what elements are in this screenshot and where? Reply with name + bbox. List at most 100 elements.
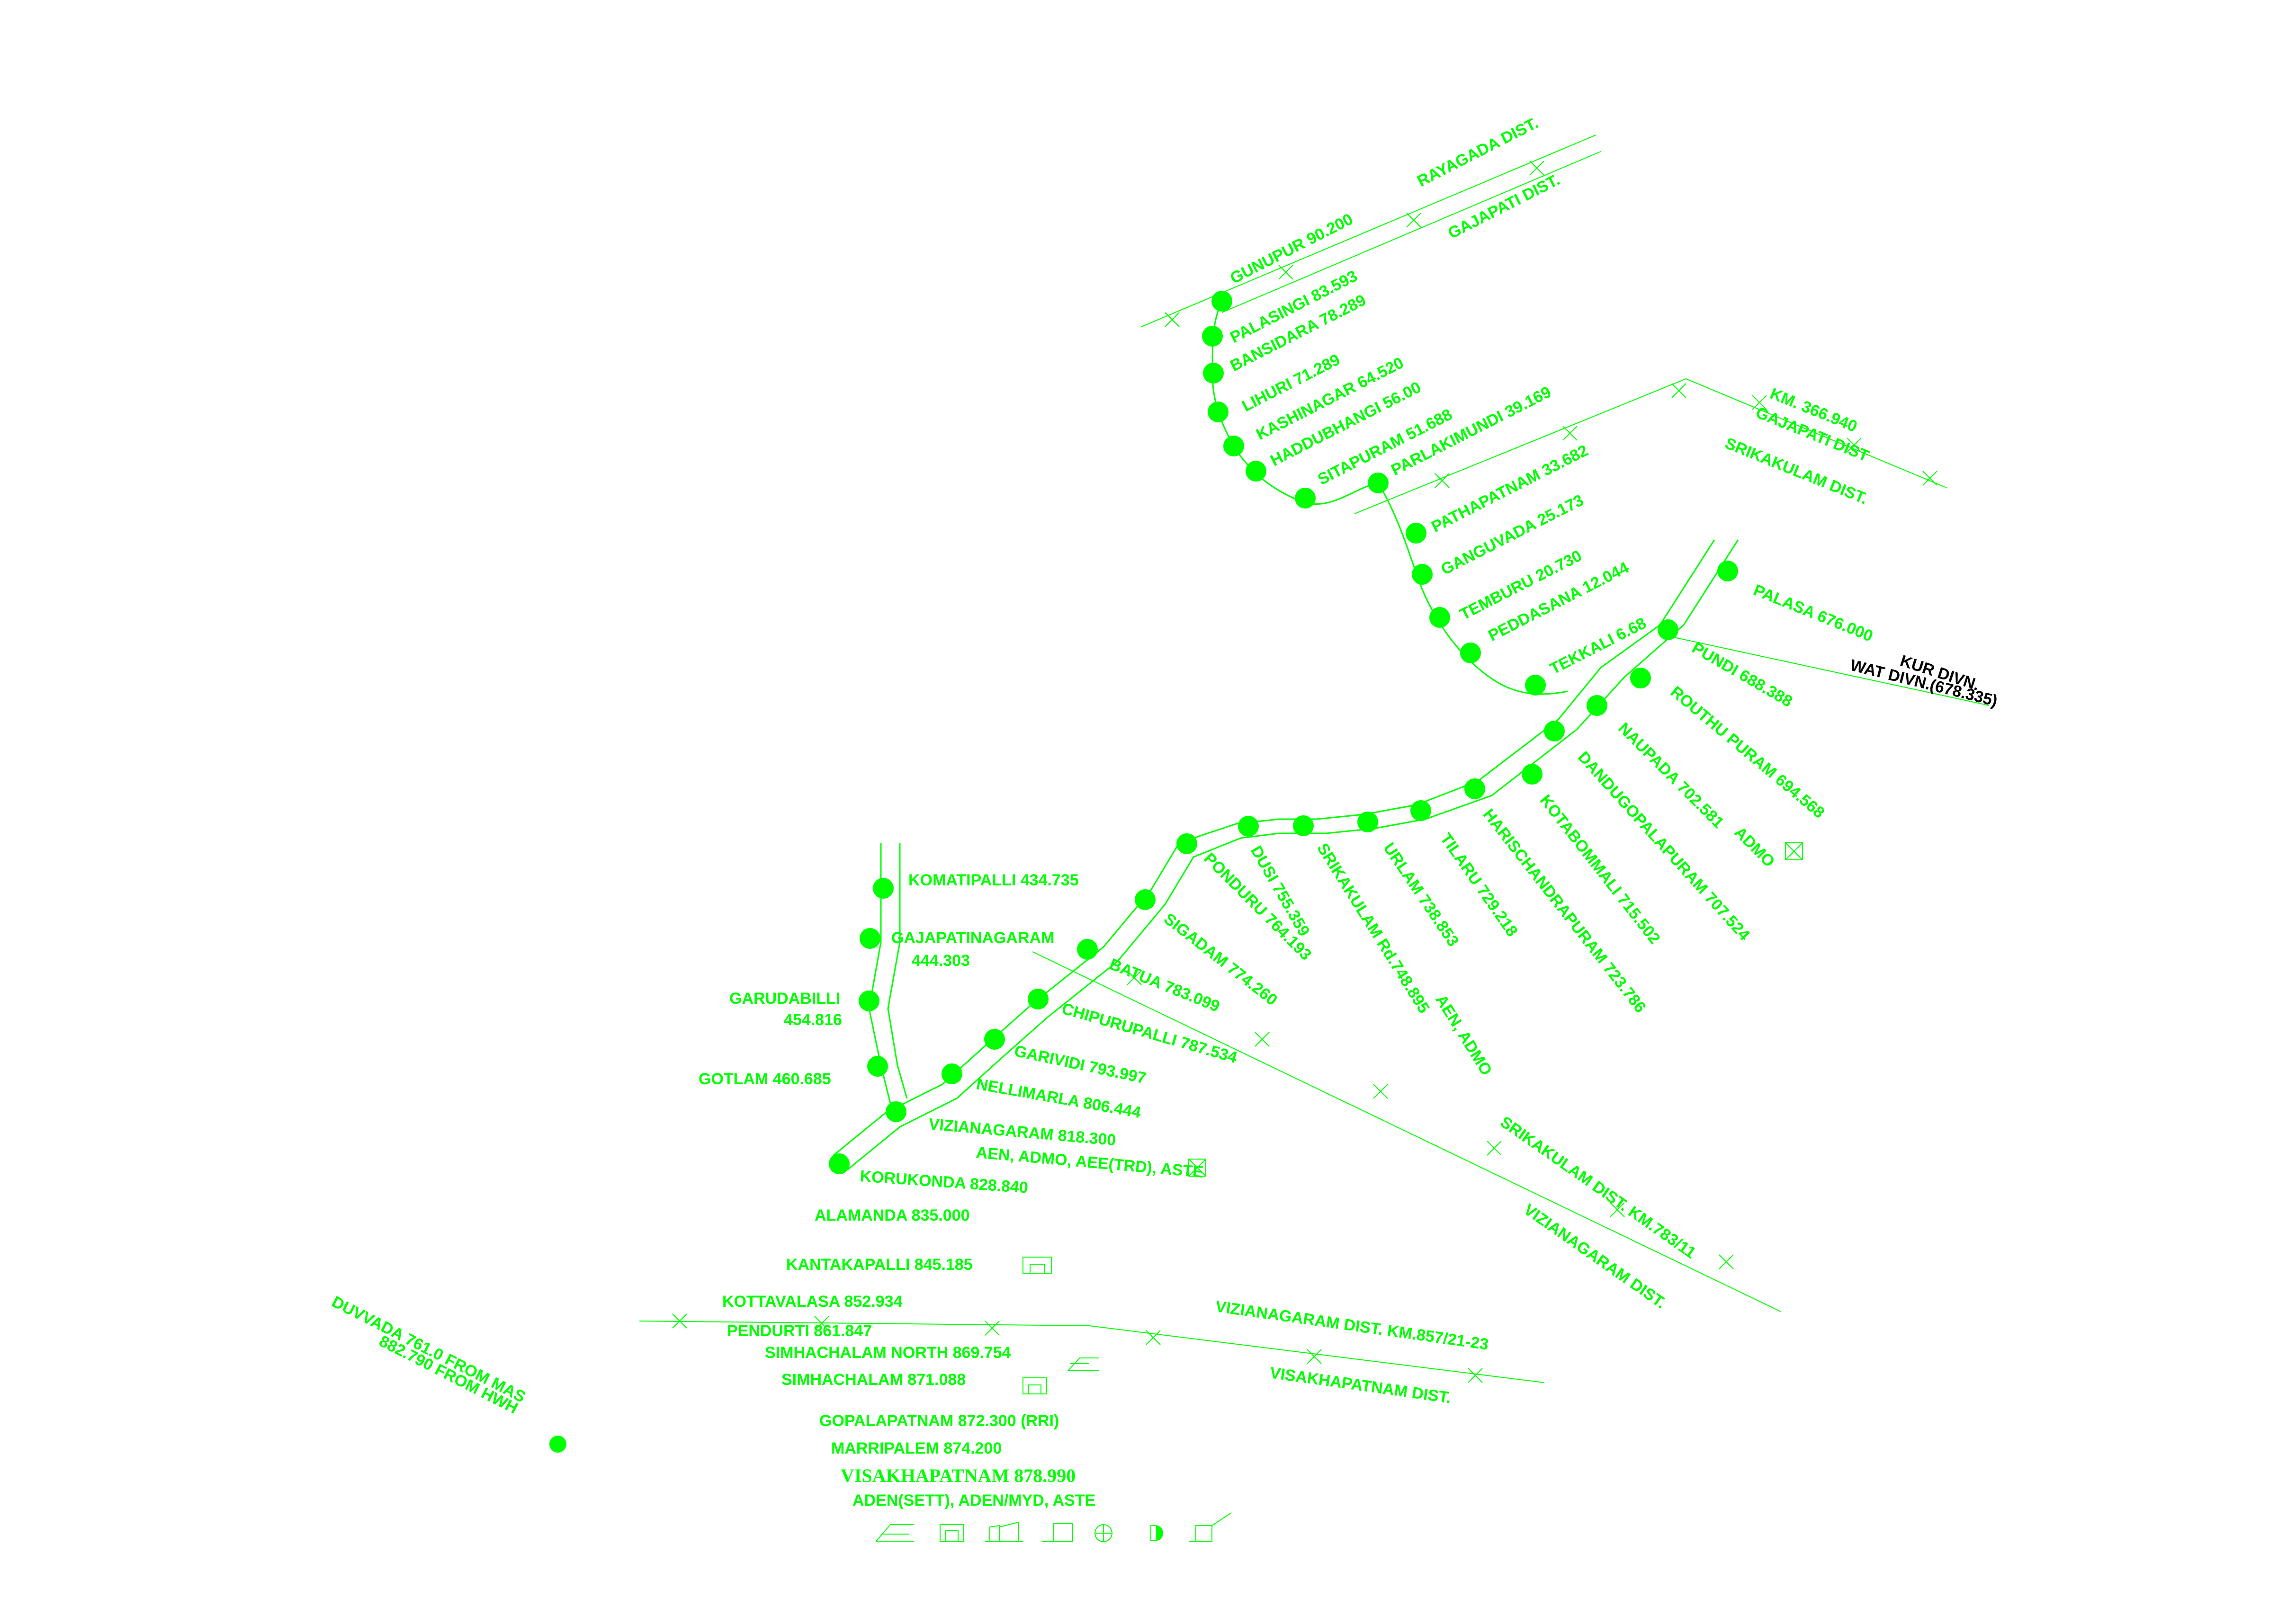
boundary-kur-wat xyxy=(1671,636,1990,706)
flag-icon xyxy=(1189,1512,1232,1542)
station-tekkali[interactable] xyxy=(1525,675,1546,696)
station-palasingi[interactable] xyxy=(1202,326,1223,347)
station-chipurupalli[interactable] xyxy=(1028,989,1049,1009)
label-pathapatnam: PATHAPATNAM 33.682 xyxy=(1428,441,1591,536)
division-labels: KUR DIVN. WAT DIVN.(678.335) xyxy=(1848,652,1999,710)
station-urlam[interactable] xyxy=(1357,812,1378,832)
station-building-icon xyxy=(1022,1257,1052,1274)
station-kashinagar[interactable] xyxy=(1223,436,1244,456)
label-simhachalam-north: SIMHACHALAM NORTH 869.754 xyxy=(765,1344,1011,1362)
circle-cross-icon xyxy=(1094,1524,1112,1542)
rayagada-branch-right xyxy=(887,843,908,1099)
boundary-vizianagaram-visakhapatnam xyxy=(639,1321,1544,1383)
station-garividi[interactable] xyxy=(984,1029,1005,1050)
station-bansidara[interactable] xyxy=(1203,363,1224,384)
label-kantakapalli: KANTAKAPALLI 845.185 xyxy=(786,1256,973,1274)
label-gajapatinagaram: GAJAPATINAGARAM xyxy=(891,929,1054,947)
station-kotabommali[interactable] xyxy=(1522,764,1543,785)
label-garudabilli-km: 454.816 xyxy=(784,1011,842,1029)
label-duvvada-line1: DUVVADA 761.0 FROM MAS xyxy=(329,1293,528,1406)
signal-icon xyxy=(1042,1523,1073,1542)
label-nellimarla: NELLIMARLA 806.444 xyxy=(975,1075,1142,1122)
station-peddasana[interactable] xyxy=(1460,643,1481,663)
label-vizianagaram: VIZIANAGARAM 818.300 xyxy=(928,1115,1117,1149)
label-simhachalam: SIMHACHALAM 871.088 xyxy=(781,1371,966,1389)
station-sigadam[interactable] xyxy=(1135,889,1156,910)
half-disc-icon xyxy=(1150,1525,1163,1541)
label-pendurti: PENDURTI 861.847 xyxy=(727,1322,872,1340)
station-sitapuram[interactable] xyxy=(1295,488,1316,509)
label-srikakulam-rd: SRIKAKULAM Rd.748.895 xyxy=(1313,840,1433,1017)
label-rayagada-dist: RAYAGADA DIST. xyxy=(1414,114,1541,190)
boundary-srikakulam-vizianagaram xyxy=(1032,951,1781,1312)
shed-icon xyxy=(876,1524,914,1542)
label-korukonda: KORUKONDA 828.840 xyxy=(859,1167,1029,1197)
station-haddubhangi[interactable] xyxy=(1246,461,1266,482)
boundary-rayagada-gajapati-2 xyxy=(1221,151,1601,313)
label-srikakulam-dist-km: SRIKAKULAM DIST. KM.783/11 xyxy=(1497,1113,1699,1262)
label-srikakulam-rd-staff: AEN, ADMO xyxy=(1432,991,1496,1079)
station-dusi[interactable] xyxy=(1238,816,1259,837)
district-labels: RAYAGADA DIST. GAJAPATI DIST. KM. 366.94… xyxy=(1214,114,1872,1407)
station-tilaru[interactable] xyxy=(1410,800,1431,821)
label-vizianagaram-staff: AEN, ADMO, AEE(TRD), ASTE xyxy=(975,1143,1204,1181)
station-building-icon xyxy=(940,1524,964,1542)
station-lihuri[interactable] xyxy=(1208,402,1229,422)
station-gunupur[interactable] xyxy=(1211,291,1232,312)
station-pathapatnam[interactable] xyxy=(1406,523,1426,544)
boundary-rayagada-gajapati-1 xyxy=(1141,134,1596,327)
label-vizianagaram-dist-km: VIZIANAGARAM DIST. KM.857/21-23 xyxy=(1214,1297,1490,1354)
duvvada-labels: DUVVADA 761.0 FROM MAS 882.790 FROM HWH xyxy=(329,1293,528,1418)
level-crossing-icon xyxy=(1188,1159,1206,1177)
label-palasa: PALASA 676.000 xyxy=(1751,581,1875,645)
gunupur-branch-track xyxy=(1211,300,1568,695)
station-komatipalli[interactable] xyxy=(873,878,894,899)
label-garividi: GARIVIDI 793.997 xyxy=(1013,1042,1148,1088)
station-garudabilli[interactable] xyxy=(859,991,879,1011)
label-visakhapatnam-dist: VISAKHAPATNAM DIST. xyxy=(1269,1364,1453,1407)
label-marripalem: MARRIPALEM 874.200 xyxy=(831,1439,1002,1457)
station-temburu[interactable] xyxy=(1429,607,1450,628)
boundary-gajapati-srikakulam xyxy=(1354,378,1947,514)
label-alamanda: ALAMANDA 835.000 xyxy=(815,1206,970,1224)
station-batua[interactable] xyxy=(1077,939,1098,960)
station-ponduru[interactable] xyxy=(1176,833,1197,854)
station-gotlam[interactable] xyxy=(867,1056,888,1077)
station-gajapatinagaram[interactable] xyxy=(860,928,880,949)
label-gotlam: GOTLAM 460.685 xyxy=(699,1070,831,1088)
station-building-icon xyxy=(1022,1377,1047,1394)
station-building-icon xyxy=(985,1521,1023,1542)
station-palasa[interactable] xyxy=(1717,561,1738,581)
label-admo: ADMO xyxy=(1731,823,1778,871)
label-kottavalasa: KOTTAVALASA 852.934 xyxy=(722,1293,902,1311)
station-dots xyxy=(549,291,1738,1453)
station-parlakimundi[interactable] xyxy=(1368,473,1389,493)
map-symbols xyxy=(876,842,1803,1542)
label-gopalapatnam: GOPALAPATNAM 872.300 (RRI) xyxy=(819,1412,1059,1430)
station-nellimarla[interactable] xyxy=(942,1063,962,1084)
station-routhu-puram[interactable] xyxy=(1630,668,1651,688)
label-komatipalli: KOMATIPALLI 434.735 xyxy=(908,871,1079,889)
rayagada-branch-labels: KOMATIPALLI 434.735 GAJAPATINAGARAM 444.… xyxy=(699,871,1079,1088)
label-visakhapatnam-staff: ADEN(SETT), ADEN/MYD, ASTE xyxy=(852,1491,1095,1509)
label-gajapati-dist: GAJAPATI DIST. xyxy=(1445,170,1562,242)
station-ganguvada[interactable] xyxy=(1412,564,1433,585)
station-dandugopalapuram[interactable] xyxy=(1544,721,1565,741)
station-korukonda[interactable] xyxy=(829,1153,850,1174)
station-duvvada[interactable] xyxy=(549,1436,566,1453)
main-line-track-right xyxy=(847,539,1739,1170)
station-srikakulam-rd[interactable] xyxy=(1293,815,1314,836)
station-vizianagaram[interactable] xyxy=(886,1101,906,1122)
district-boundaries xyxy=(639,134,1990,1383)
label-gajapatinagaram-km: 444.303 xyxy=(912,952,970,970)
level-crossing-icon xyxy=(1785,842,1803,860)
label-pundi: PUNDI 688.388 xyxy=(1689,639,1795,711)
station-pundi[interactable] xyxy=(1658,619,1678,640)
station-naupada[interactable] xyxy=(1587,695,1607,716)
shed-icon xyxy=(1067,1357,1099,1371)
label-visakhapatnam: VISAKHAPATNAM 878.990 xyxy=(841,1465,1076,1486)
label-garudabilli: GARUDABILLI xyxy=(729,990,840,1008)
label-batua: BATUA 783.099 xyxy=(1107,955,1222,1016)
station-harischandrapuram[interactable] xyxy=(1464,778,1485,799)
